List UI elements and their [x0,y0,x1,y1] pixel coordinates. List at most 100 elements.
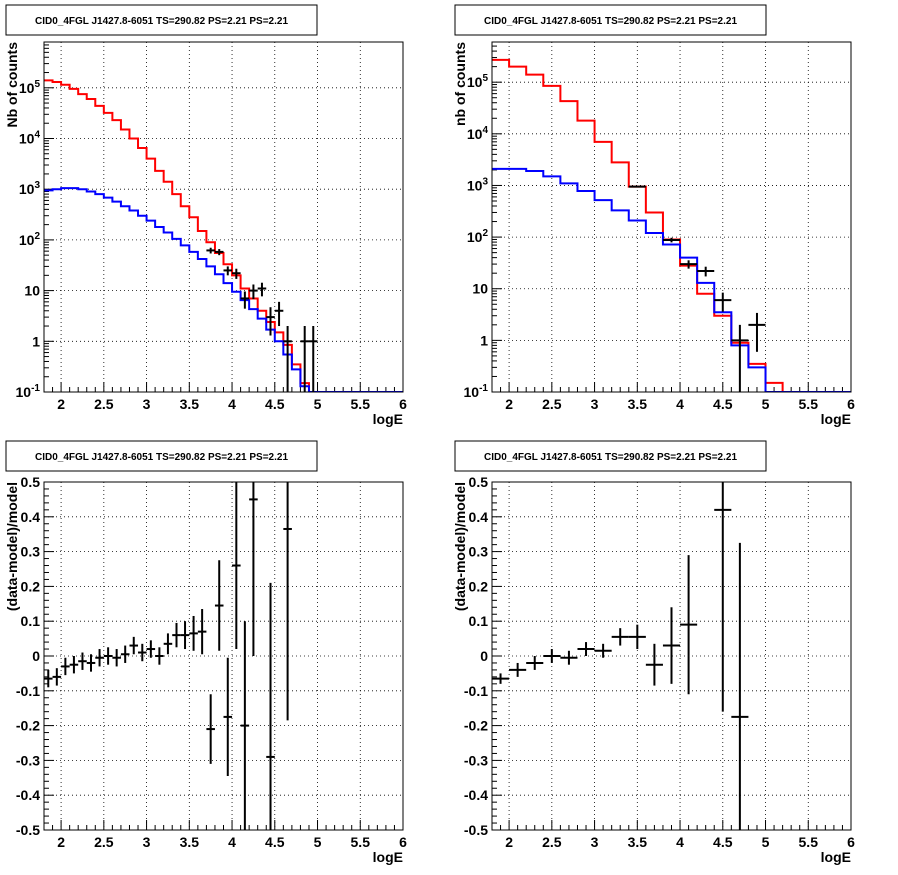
y-axis-label: (data-model)/model [4,482,20,611]
x-tick-label: 2 [57,396,65,412]
x-tick-label: 4.5 [265,834,285,850]
y-tick-label: 0 [480,648,488,664]
x-tick-label: 4.5 [713,396,733,412]
y-tick-label: 0.3 [469,544,489,560]
y-tick-label: 0.5 [469,474,489,490]
panel-bottom-left: 2 2.5 3 3.5 4 4.5 5 5.5 6 -0.5 -0.4 -0.3 -0.2 -0.1 0 0.… [4,440,407,865]
chart-title: CID0_4FGL J1427.8-6051 TS=290.82 PS=2.21… [484,452,737,463]
x-tick-label: 5 [314,396,322,412]
y-axis-label: Nb of counts [4,42,20,128]
y-tick-label: 103 [19,180,41,197]
y-tick-base: 1 [32,333,40,349]
x-tick-label: 5.5 [799,834,819,850]
y-tick-base: 10 [19,80,35,96]
x-axis-label: logE [821,411,851,427]
y-tick-label: 105 [467,73,489,90]
step-series-0 [492,58,851,392]
x-tick-label: 4 [676,396,684,412]
y-tick-label: -0.4 [16,787,40,803]
x-tick-label: 2 [57,834,65,850]
x-tick-label: 3 [591,396,599,412]
plot-frame [491,481,852,831]
x-tick-label: 2 [505,834,513,850]
series-group [492,482,749,830]
x-tick-label: 6 [399,834,407,850]
y-tick-label: 10 [24,283,40,299]
y-tick-label: 104 [19,129,41,146]
x-axis-label: logE [373,849,403,865]
x-tick-label: 5 [314,834,322,850]
y-tick-label: 0.1 [21,613,41,629]
y-tick-exponent: 4 [482,125,488,136]
step-series-0 [44,79,403,392]
y-tick-label: 1 [480,332,488,348]
x-tick-label: 3 [591,834,599,850]
y-tick-label: -0.3 [464,752,488,768]
y-tick-label: 0.5 [21,474,41,490]
x-tick-label: 3 [143,396,151,412]
y-tick-base: 10 [467,229,483,245]
panel-bottom-right: 2 2.5 3 3.5 4 4.5 5 5.5 6 -0.5 -0.4 -0.3 -0.2 -0.1 0 0.… [452,440,855,865]
x-tick-label: 4 [228,396,236,412]
plot-frame [43,481,404,831]
y-tick-label: 0.4 [21,509,41,525]
x-tick-label: 3.5 [628,396,648,412]
x-tick-label: 4.5 [713,834,733,850]
series-group [44,79,403,392]
y-tick-base: 10 [467,126,483,142]
y-tick-label: 0.3 [21,544,41,560]
y-tick-base: 10 [19,232,35,248]
y-tick-label: -0.5 [16,822,40,838]
y-tick-label: -0.3 [16,752,40,768]
chart-title: CID0_4FGL J1427.8-6051 TS=290.82 PS=2.21… [35,16,288,27]
y-tick-exponent: -1 [479,383,488,394]
x-tick-label: 6 [399,396,407,412]
y-tick-exponent: 5 [482,73,488,84]
y-tick-label: 0.4 [469,509,489,525]
y-axis-label: nb of counts [452,42,468,126]
x-tick-label: 4.5 [265,396,285,412]
y-tick-label: -0.1 [464,683,488,699]
y-tick-exponent: 2 [34,231,40,242]
step-series-1 [44,187,403,392]
y-tick-label: 102 [467,228,489,245]
y-tick-base: 10 [467,177,483,193]
x-tick-label: 2.5 [94,396,114,412]
x-tick-label: 4 [228,834,236,850]
panel-top-right: 2 2.5 3 3.5 4 4.5 5 5.5 610-1110102103104105logE… [452,4,855,427]
title-box [5,440,318,472]
chart-title: CID0_4FGL J1427.8-6051 TS=290.82 PS=2.21… [35,452,288,463]
x-tick-label: 3.5 [180,396,200,412]
step-series-1 [492,167,851,392]
y-tick-label: 104 [467,125,489,142]
y-tick-base: 10 [16,384,32,400]
x-axis-label: logE [821,849,851,865]
x-tick-label: 5.5 [351,396,371,412]
series-group [44,482,292,830]
x-tick-label: 6 [847,834,855,850]
y-tick-label: 0.1 [469,613,489,629]
plot-frame [43,41,404,393]
x-tick-label: 5 [762,834,770,850]
y-tick-base: 10 [472,281,488,297]
x-tick-label: 5.5 [799,396,819,412]
y-tick-label: -0.5 [464,822,488,838]
x-axis-label: logE [373,411,403,427]
y-tick-label: 1 [32,333,40,349]
y-tick-label: -0.4 [464,787,488,803]
y-tick-exponent: 3 [482,176,488,187]
plot-frame [491,41,852,393]
x-tick-label: 3.5 [628,834,648,850]
panel-top-left: 2 2.5 3 3.5 4 4.5 5 5.5 610-1110102103104105logE… [4,4,407,427]
y-tick-label: -0.1 [16,683,40,699]
y-tick-label: 10-1 [464,383,489,400]
y-tick-label: 102 [19,231,41,248]
x-tick-label: 5.5 [351,834,371,850]
y-tick-base: 10 [464,384,480,400]
y-tick-label: -0.2 [16,718,40,734]
y-axis-label: (data-model)/model [452,482,468,611]
x-tick-label: 3.5 [180,834,200,850]
y-tick-label: 10-1 [16,383,41,400]
x-tick-label: 2 [505,396,513,412]
